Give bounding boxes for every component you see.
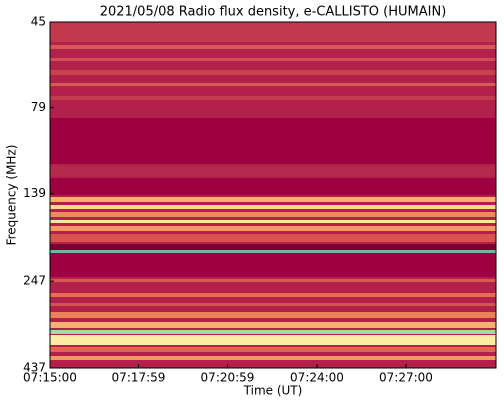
spectrogram-band [50,234,496,242]
chart-title: 2021/05/08 Radio flux density, e-CALLIST… [100,5,447,20]
spectrogram-band [50,70,496,75]
y-tick-label: 79 [31,100,46,114]
spectrogram-band [50,330,496,334]
spectrogram-band [50,303,496,306]
spectrogram-band [50,45,496,49]
y-tick-label: 437 [23,361,46,375]
spectrogram-band [50,293,496,297]
spectrogram-band [50,22,496,42]
y-tick-label: 45 [31,15,46,29]
spectrogram-band [50,312,496,318]
spectrogram-band [50,356,496,360]
spectrogram-band [50,253,496,277]
spectrogram-band [50,205,496,209]
spectrogram-band [50,58,496,61]
spectrogram-band [50,322,496,328]
spectrogram-band [50,178,496,195]
spectrogram-band [50,96,496,100]
spectrogram-band [50,279,496,282]
x-tick-label: 07:24:00 [290,371,344,385]
spectrogram-band [50,220,496,223]
spectrogram-band [50,83,496,86]
spectrogram-band [50,250,496,253]
spectrogram-band [50,118,496,164]
y-axis-label: Frequency (MHz) [5,145,19,246]
spectrogram [50,22,496,368]
spectrogram-band [50,197,496,202]
spectrogram-band [50,212,496,217]
x-tick-label: 07:20:59 [201,371,255,385]
spectrogram-band [50,347,496,352]
y-tick-label: 247 [23,274,46,288]
y-tick-label: 139 [23,186,46,200]
x-tick-label: 07:17:59 [112,371,166,385]
plot-frame [49,21,497,369]
spectrogram-band [50,166,496,176]
x-axis-label: Time (UT) [243,384,303,398]
spectrogram-band [50,226,496,231]
spectrogram-band [50,244,496,250]
x-tick-label: 07:15:00 [23,371,77,385]
x-tick-label: 07:27:00 [379,371,433,385]
spectrogram-band [50,335,496,345]
